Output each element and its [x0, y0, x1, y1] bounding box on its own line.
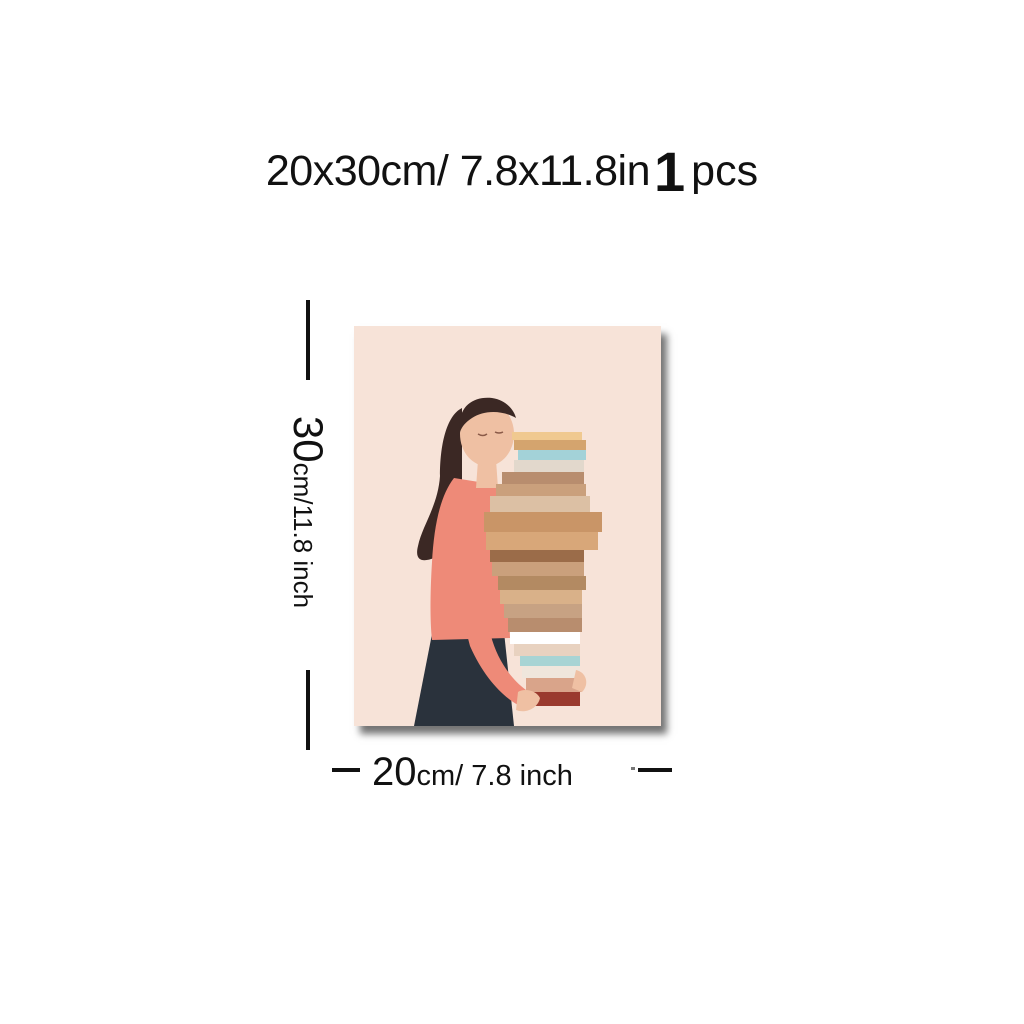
- width-dimension-label: 20cm/ 7.8 inch: [372, 752, 573, 792]
- quantity-number: 1: [654, 140, 686, 203]
- width-unit-text: cm/ 7.8 inch: [416, 760, 573, 792]
- poster-artwork: [354, 326, 661, 726]
- height-dimension-label: 30cm/11.8 inch: [285, 415, 332, 609]
- woman-carrying-books-illustration: [354, 326, 661, 726]
- width-value: 20: [372, 750, 417, 794]
- product-size-headline: 20x30cm/ 7.8x11.8in1 pcs: [0, 138, 1024, 200]
- height-unit-text: cm/11.8 inch: [288, 462, 318, 609]
- size-spec-text: 20x30cm/ 7.8x11.8in: [265, 147, 651, 195]
- height-dimension-line-top: [306, 300, 310, 380]
- width-dimension-tick: [631, 767, 635, 770]
- quantity-unit: pcs: [691, 147, 759, 195]
- width-dimension-line-left: [332, 768, 360, 772]
- height-dimension-line-bottom: [306, 670, 310, 750]
- height-value: 30: [285, 415, 332, 463]
- width-dimension-line-right: [638, 768, 672, 772]
- book-stack: [484, 432, 602, 706]
